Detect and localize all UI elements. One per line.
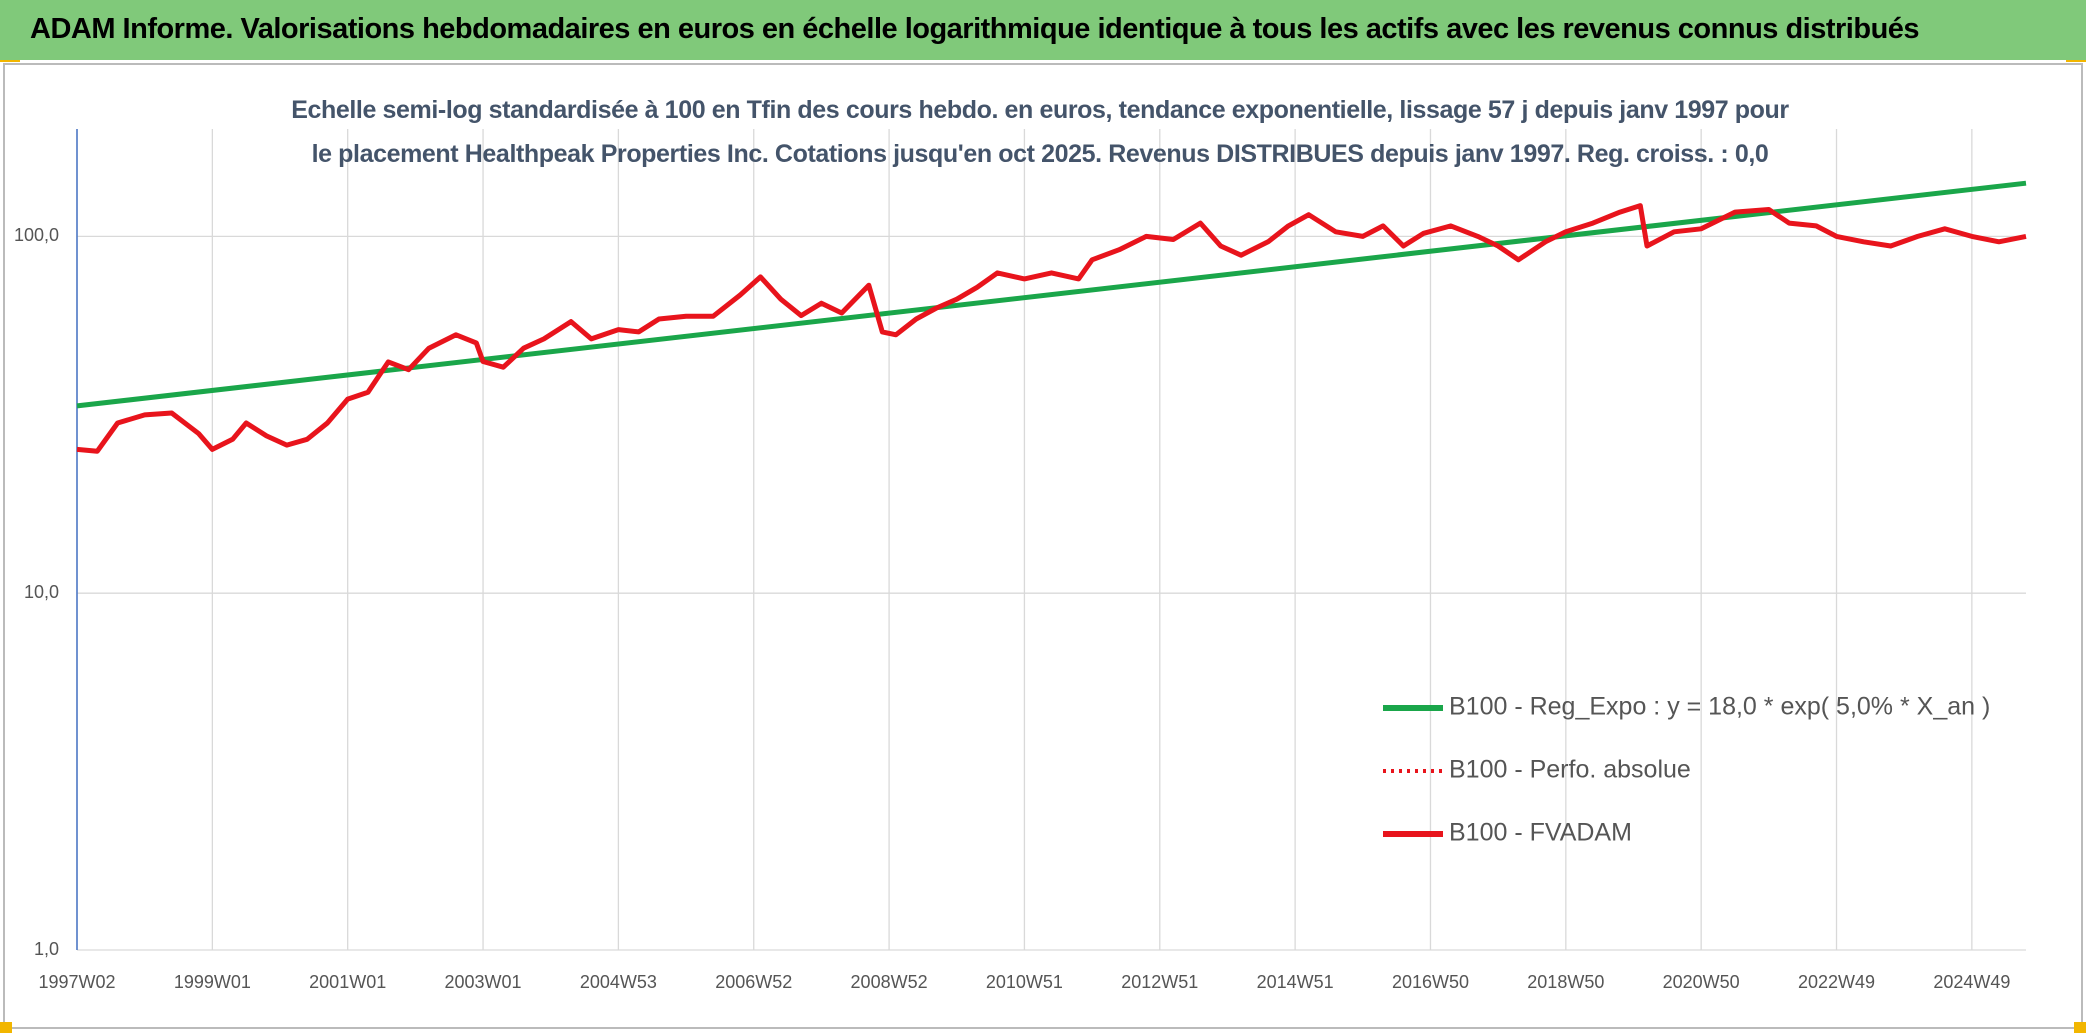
frame xyxy=(0,60,2086,1033)
legend-label: B100 - Reg_Expo : y = 18,0 * exp( 5,0% *… xyxy=(1449,693,1990,721)
legend-label: B100 - FVADAM xyxy=(1449,819,1632,847)
x-tick-label: 2001W01 xyxy=(309,972,386,992)
x-tick-label: 2018W50 xyxy=(1527,972,1604,992)
x-tick-label: 2020W50 xyxy=(1663,972,1740,992)
legend-label: B100 - Perfo. absolue xyxy=(1449,756,1691,784)
corner-mark xyxy=(0,1022,12,1033)
x-tick-label: 2014W51 xyxy=(1257,972,1334,992)
x-tick-label: 2016W50 xyxy=(1392,972,1469,992)
x-tick-label: 2003W01 xyxy=(445,972,522,992)
x-tick-label: 2022W49 xyxy=(1798,972,1875,992)
x-tick-label: 2006W52 xyxy=(715,972,792,992)
x-tick-label: 2008W52 xyxy=(851,972,928,992)
chart-border xyxy=(3,63,2083,1029)
x-tick-label: 2004W53 xyxy=(580,972,657,992)
chart-subtitle: Echelle semi-log standardisée à 100 en T… xyxy=(291,96,1789,168)
x-tick-label: 1997W02 xyxy=(38,972,115,992)
x-tick-label: 2024W49 xyxy=(1933,972,2010,992)
corner-mark xyxy=(2074,1022,2086,1033)
y-tick-label: 10,0 xyxy=(24,582,59,602)
header-title: ADAM Informe. Valorisations hebdomadaire… xyxy=(0,0,2086,60)
y-tick-label: 1,0 xyxy=(34,939,59,959)
x-tick-label: 1999W01 xyxy=(174,972,251,992)
series-line xyxy=(76,203,2027,454)
x-tick-label: 2012W51 xyxy=(1121,972,1198,992)
x-tick-label: 2010W51 xyxy=(986,972,1063,992)
y-tick-label: 100,0 xyxy=(14,225,59,245)
